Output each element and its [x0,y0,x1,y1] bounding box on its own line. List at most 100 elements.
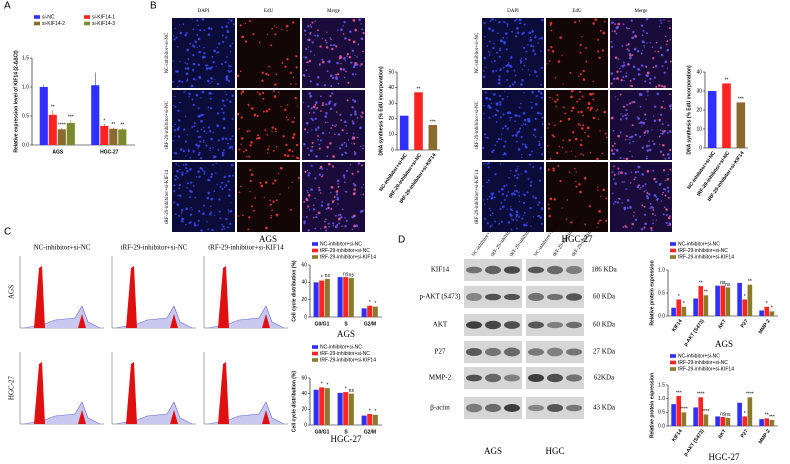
cell-dot [529,163,532,166]
cell-dot [619,118,622,121]
cell-dot [506,37,508,39]
cell-dot [529,206,532,210]
bar [693,407,698,426]
cell-dot [596,226,598,228]
cell-dot [246,155,248,158]
cell-dot [341,129,344,132]
cell-dot [351,73,355,76]
cell-dot [495,108,497,110]
bar [759,310,764,316]
cell-dot [497,81,501,85]
cell-dot [582,124,585,127]
cell-dot [321,58,324,61]
cell-dot [361,111,364,114]
cell-dot [646,130,650,133]
cell-dot [229,209,233,213]
cell-dot [304,128,307,131]
cell-dot [209,213,212,216]
cell-dot [328,132,331,134]
cell-dot [666,153,670,156]
cell-dot [653,177,656,181]
y-tick-label: 1.0 [658,267,665,273]
cell-dot [556,151,559,155]
cell-dot [330,38,332,41]
cell-dot [281,28,283,31]
cell-dot [518,106,521,109]
cell-dot [260,184,264,188]
cell-dot [620,113,622,115]
cell-dot [177,135,181,138]
cell-dot [610,82,613,85]
cell-dot [510,56,513,59]
cell-dot [533,70,536,72]
cell-dot [652,66,655,69]
cell-dot [646,32,649,35]
cell-dot [643,134,646,137]
bar [337,392,343,425]
cell-dot [352,132,355,135]
cell-dot [585,47,588,49]
cell-dot [650,229,653,232]
cell-dot [575,171,577,173]
blot-band [528,321,544,329]
cell-dot [346,55,348,57]
cell-dot [309,50,312,53]
cell-dot [319,45,322,48]
cell-dot [633,211,635,214]
cell-dot [558,145,560,147]
cell-dot [659,150,663,153]
cell-dot [625,157,629,161]
panel-label: C [4,227,11,238]
significance-label: **** [746,392,754,398]
cell-dot [214,79,216,81]
cell-dot [197,144,201,148]
cell-dot [184,163,188,166]
cell-dot [645,189,647,191]
cell-dot [327,61,329,63]
cell-dot [330,207,333,210]
cell-dot [252,33,255,36]
cell-dot [665,208,668,211]
cell-dot [174,152,178,155]
cell-dot [284,65,287,68]
cell-dot [317,211,321,215]
cell-dot [631,36,634,40]
cell-dot [642,121,644,123]
cell-dot [603,20,606,23]
cell-dot [306,190,309,192]
cell-dot [581,35,583,38]
g2-peak [78,410,86,424]
blot-band [547,265,563,275]
row-label: NC-inhibitor+si-NC [475,32,480,73]
cell-dot [361,186,363,189]
cell-dot [179,168,181,171]
cell-dot [532,45,535,48]
cell-dot [334,102,337,106]
cell-dot [643,41,646,44]
cell-dot [345,70,347,73]
bar [703,295,709,316]
cell-dot [582,154,585,156]
cell-dot [189,42,192,45]
cell-dot [311,129,313,131]
cell-dot [622,105,626,108]
g1-peak [218,266,229,328]
cell-dot [288,148,291,152]
cell-dot [518,194,521,197]
cell-dot [361,28,364,31]
cell-dot [512,83,515,86]
cell-dot [599,29,602,32]
cell-dot [602,31,606,35]
cell-dot [629,150,631,153]
cell-dot [267,148,270,151]
cell-dot [352,182,355,185]
cell-dot [574,137,578,141]
cell-dot [584,223,586,226]
cell-dot [652,208,655,211]
cell-dot [534,36,537,39]
cell-dot [295,143,299,147]
cell-dot [554,76,557,79]
cell-dot [221,99,225,103]
cell-dot [631,135,634,138]
cell-dot [550,46,553,49]
